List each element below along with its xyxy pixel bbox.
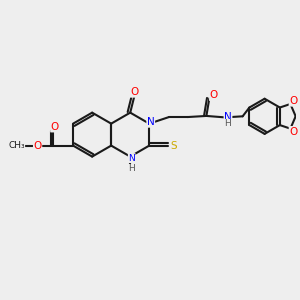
Text: S: S [170, 141, 177, 151]
Text: O: O [34, 141, 42, 151]
Text: CH₃: CH₃ [8, 141, 25, 150]
Text: O: O [210, 90, 218, 100]
Text: O: O [130, 87, 139, 97]
Text: N: N [128, 154, 135, 163]
Text: N: N [147, 117, 154, 127]
Text: O: O [289, 96, 298, 106]
Text: H: H [128, 164, 135, 173]
Text: N: N [224, 112, 232, 122]
Text: O: O [289, 127, 298, 136]
Text: H: H [225, 119, 231, 128]
Text: O: O [51, 122, 59, 132]
